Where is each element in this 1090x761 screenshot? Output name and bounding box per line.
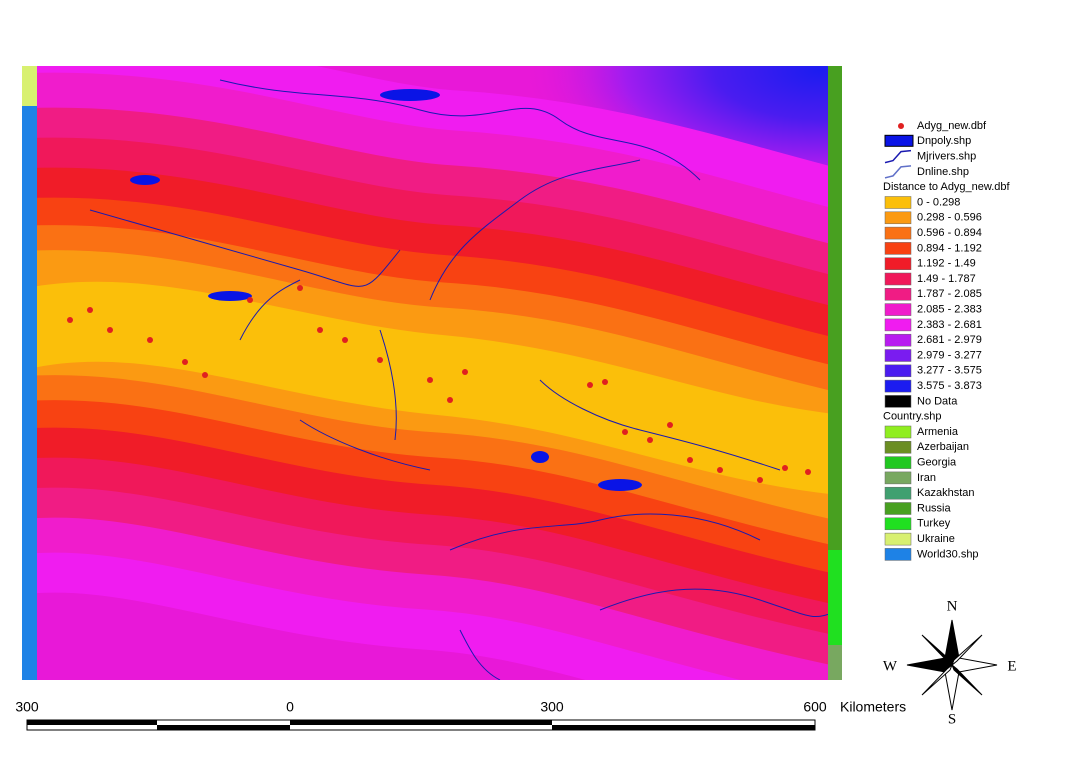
legend-label: 3.277 - 3.575 xyxy=(917,365,982,377)
legend-label: 0 - 0.298 xyxy=(917,196,960,208)
compass-north: N xyxy=(947,598,958,614)
legend-swatch xyxy=(884,441,912,454)
legend-swatch xyxy=(884,349,912,362)
legend-swatch xyxy=(884,517,912,531)
legend-label: 1.192 - 1.49 xyxy=(917,258,976,270)
legend-swatch xyxy=(884,257,912,270)
legend-label: No Data xyxy=(917,395,958,407)
legend-swatch xyxy=(884,272,912,286)
distance-raster xyxy=(22,66,842,680)
legend-swatch xyxy=(884,471,912,485)
legend-label: Ukraine xyxy=(917,533,955,545)
legend-swatch xyxy=(884,502,912,515)
legend-label: Adyg_new.dbf xyxy=(917,120,987,132)
legend-label: Azerbaijan xyxy=(917,441,969,453)
legend-swatch xyxy=(884,548,912,561)
legend-label: Kazakhstan xyxy=(917,487,974,499)
legend-swatch xyxy=(884,425,912,439)
legend-swatch xyxy=(884,226,912,240)
compass-west: W xyxy=(883,658,898,674)
legend-swatch xyxy=(884,486,912,500)
legend-swatch xyxy=(884,532,912,546)
legend-label: Dnpoly.shp xyxy=(917,135,971,147)
legend-swatch xyxy=(884,364,912,378)
legend-label: World30.shp xyxy=(917,548,979,560)
legend-swatch xyxy=(884,456,912,469)
legend-swatch xyxy=(884,211,912,225)
legend: Adyg_new.dbf Dnpoly.shp Mjrivers.shp Dnline… xyxy=(883,120,1011,561)
legend-label: 0.596 - 0.894 xyxy=(917,227,982,239)
legend-label: 2.383 - 2.681 xyxy=(917,319,982,331)
scale-label: 600 xyxy=(803,699,827,715)
water-bodies xyxy=(130,89,642,491)
legend-label: 2.979 - 3.277 xyxy=(917,349,982,361)
legend-swatch xyxy=(884,196,912,209)
legend-line xyxy=(884,165,912,179)
legend-swatch xyxy=(884,379,912,393)
legend-swatch xyxy=(884,242,912,255)
compass-south: S xyxy=(948,711,956,727)
legend-label: Mjrivers.shp xyxy=(917,151,976,163)
legend-label: 1.787 - 2.085 xyxy=(917,288,982,300)
legend-swatch xyxy=(884,333,912,347)
site-points xyxy=(67,285,811,483)
legend-label: 1.49 - 1.787 xyxy=(917,273,976,285)
legend-heading: Distance to Adyg_new.dbf xyxy=(883,181,1011,193)
legend-swatch xyxy=(884,395,912,408)
scale-label: 0 xyxy=(286,699,294,715)
legend-label: Turkey xyxy=(917,518,951,530)
legend-label: Dnline.shp xyxy=(917,166,969,178)
legend-line xyxy=(884,149,912,164)
compass: N S W E xyxy=(883,598,1017,727)
legend-label: 3.575 - 3.873 xyxy=(917,380,982,392)
legend-label: Georgia xyxy=(917,457,957,469)
legend-swatch xyxy=(884,318,912,332)
legend-label: 2.085 - 2.383 xyxy=(917,304,982,316)
legend-label: 0.894 - 1.192 xyxy=(917,242,982,254)
legend-swatch xyxy=(884,288,912,301)
legend-label: Armenia xyxy=(917,426,959,438)
legend-label: 0.298 - 0.596 xyxy=(917,212,982,224)
legend-label: Russia xyxy=(917,502,952,514)
legend-polygon xyxy=(884,134,914,147)
compass-east: E xyxy=(1007,658,1016,674)
scale-unit: Kilometers xyxy=(840,699,906,715)
legend-point xyxy=(898,123,904,129)
scale-label: 300 xyxy=(15,699,39,715)
scale-label: 300 xyxy=(540,699,564,715)
legend-label: Iran xyxy=(917,472,936,484)
scale-bar: 300 0 300 600 Kilometers xyxy=(15,699,906,731)
legend-swatch xyxy=(884,303,912,316)
legend-heading: Country.shp xyxy=(883,411,942,423)
rivers xyxy=(89,79,842,680)
legend-label: 2.681 - 2.979 xyxy=(917,334,982,346)
